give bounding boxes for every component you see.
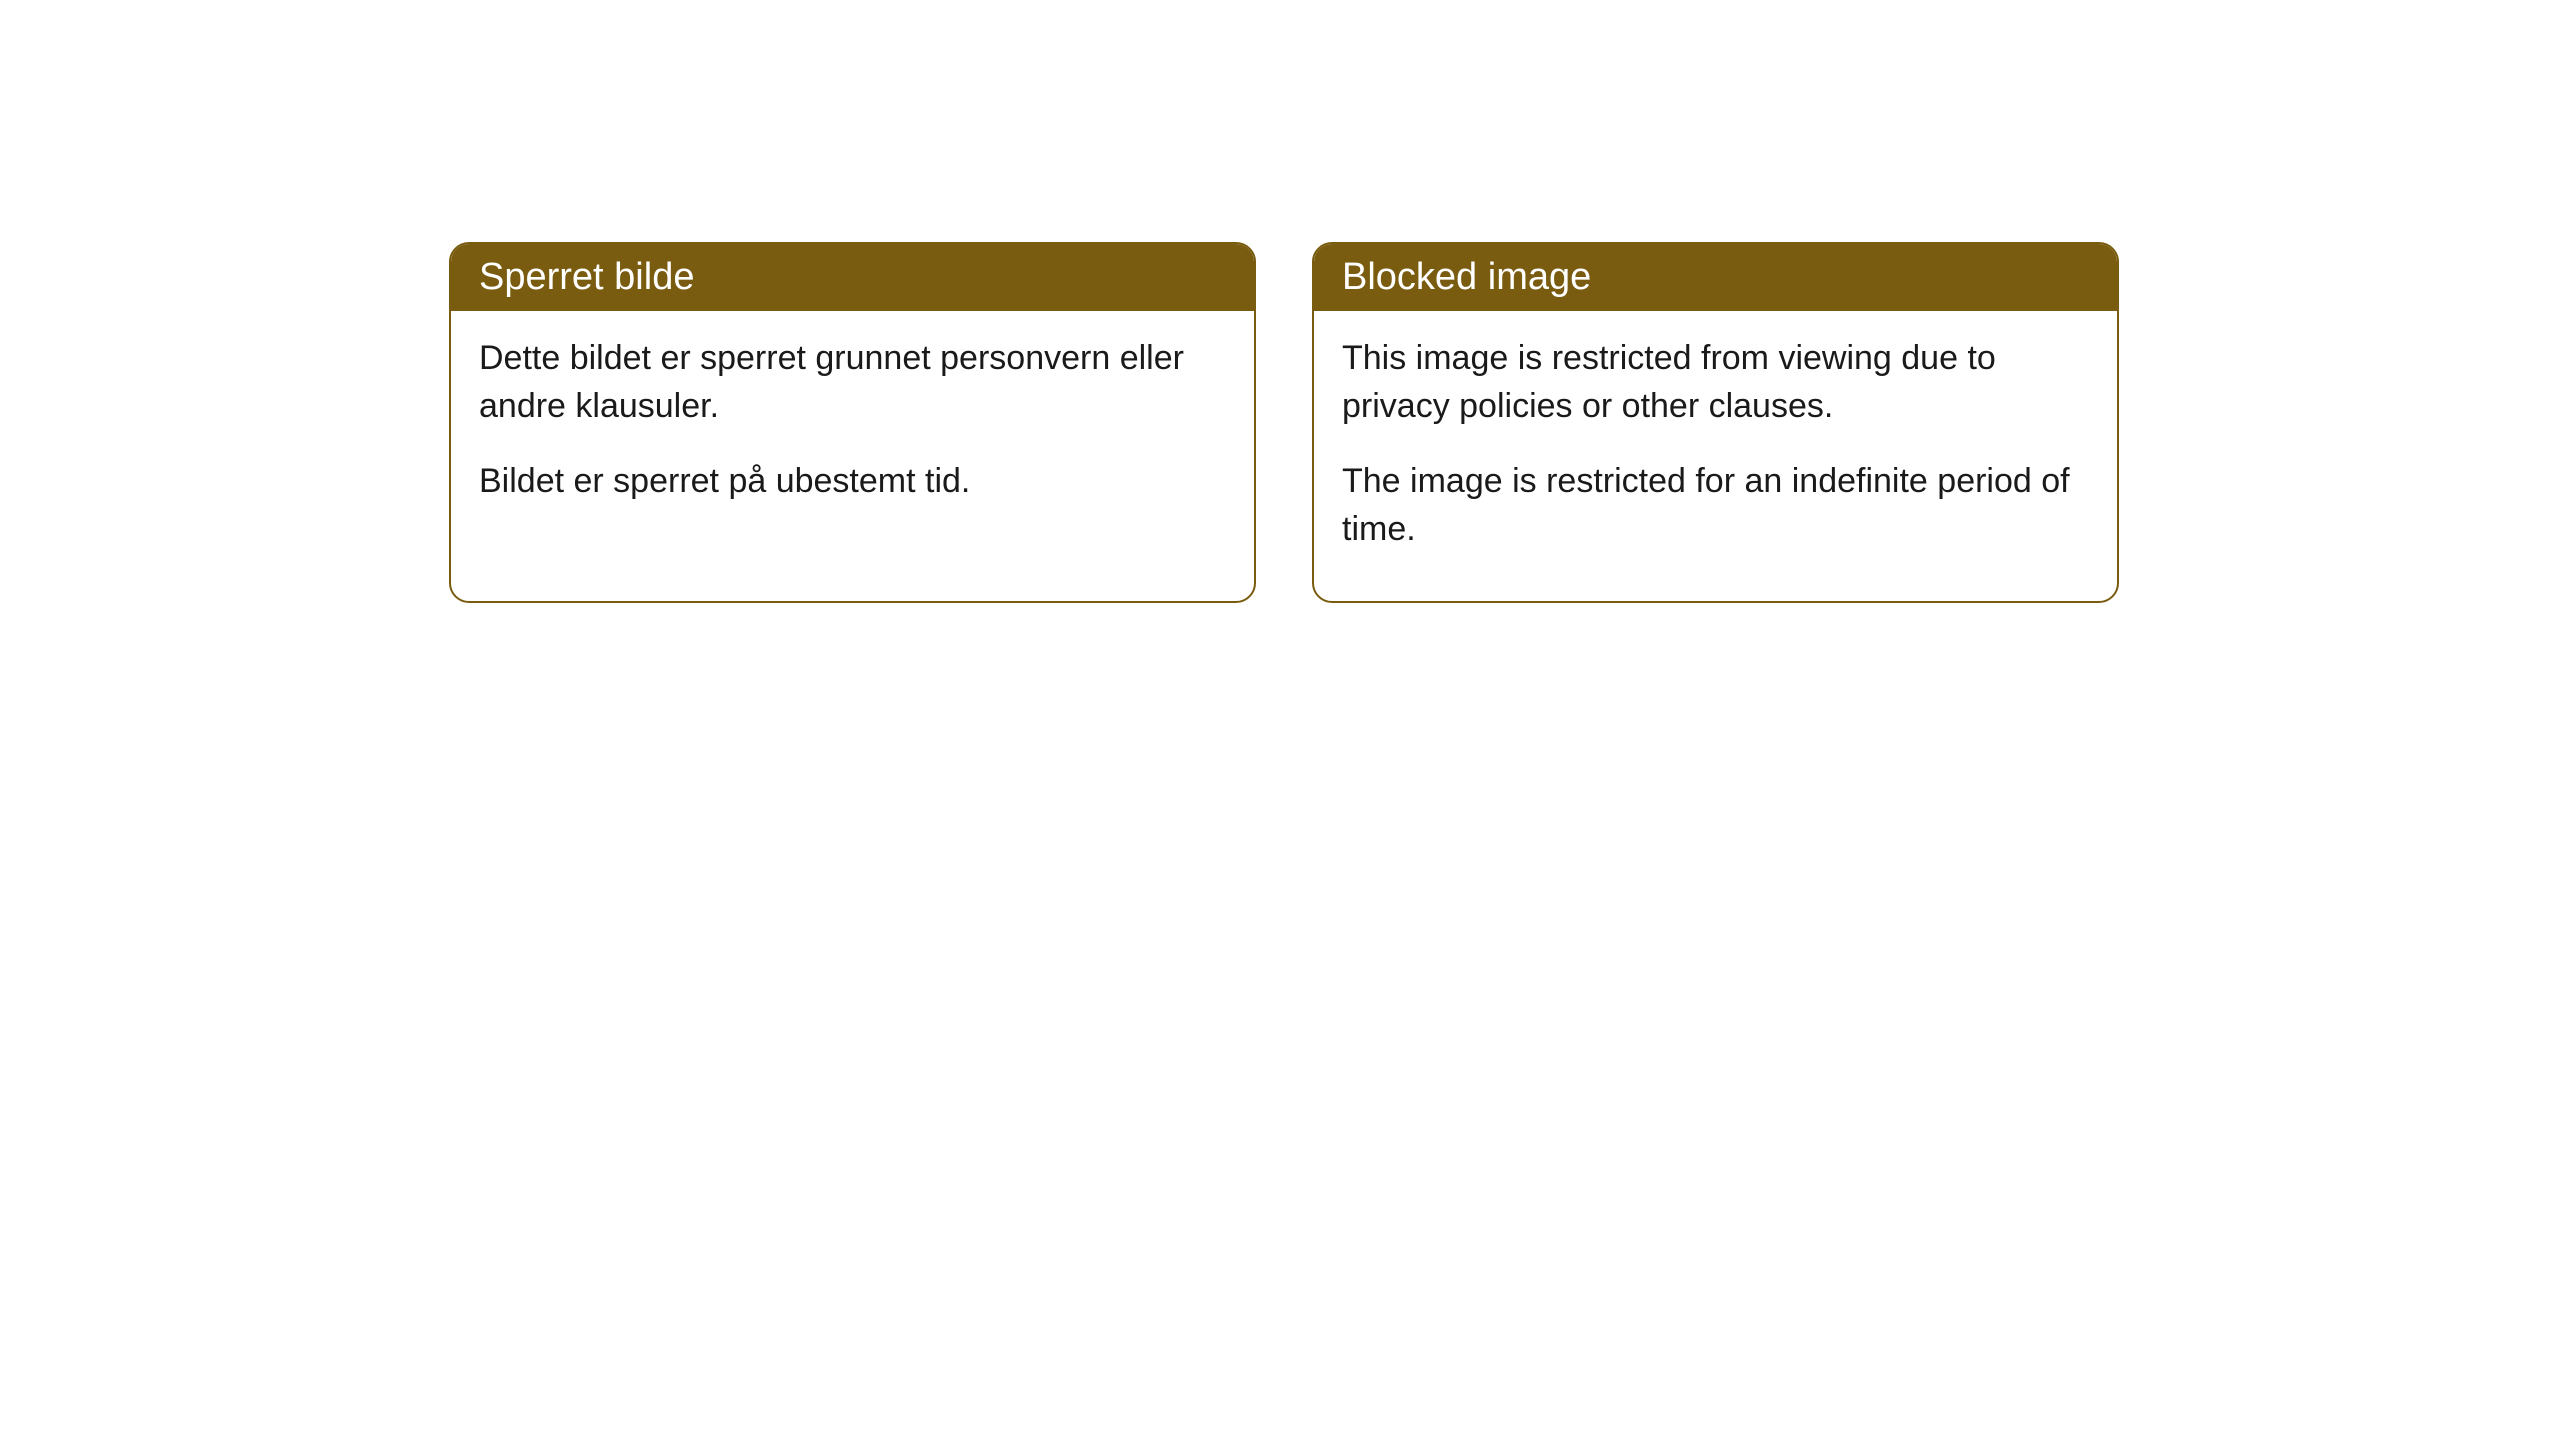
card-header: Sperret bilde — [451, 244, 1254, 311]
card-paragraph-2: The image is restricted for an indefinit… — [1342, 458, 2089, 553]
card-paragraph-1: Dette bildet er sperret grunnet personve… — [479, 335, 1226, 430]
card-title: Blocked image — [1342, 256, 1591, 298]
card-paragraph-2: Bildet er sperret på ubestemt tid. — [479, 458, 1226, 506]
card-header: Blocked image — [1314, 244, 2117, 311]
blocked-image-card-norwegian: Sperret bilde Dette bildet er sperret gr… — [449, 242, 1256, 603]
blocked-image-card-english: Blocked image This image is restricted f… — [1312, 242, 2119, 603]
cards-container: Sperret bilde Dette bildet er sperret gr… — [0, 0, 2560, 603]
card-body: Dette bildet er sperret grunnet personve… — [451, 311, 1254, 554]
card-paragraph-1: This image is restricted from viewing du… — [1342, 335, 2089, 430]
card-title: Sperret bilde — [479, 256, 694, 298]
card-body: This image is restricted from viewing du… — [1314, 311, 2117, 601]
